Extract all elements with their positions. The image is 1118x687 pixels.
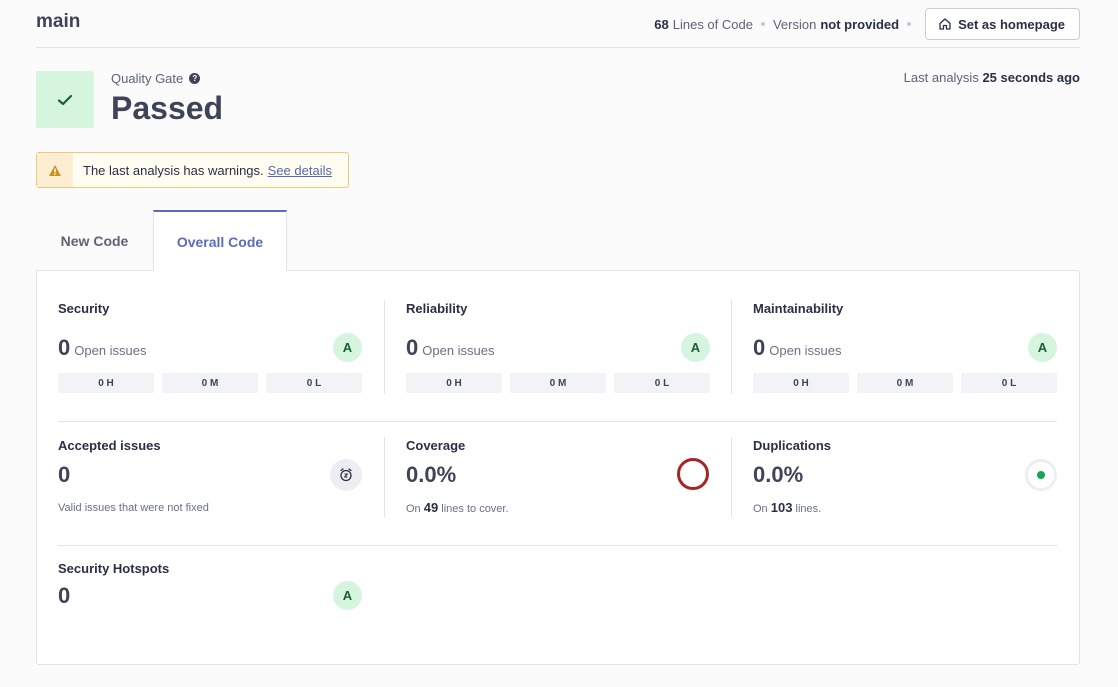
set-as-homepage-button[interactable]: Set as homepage [925, 8, 1080, 40]
reliability-card: Reliability 0 Open issues A 0 H 0 M 0 L [406, 301, 710, 401]
security-label: Open issues [74, 343, 147, 358]
home-icon [939, 18, 951, 30]
security-grade[interactable]: A [333, 333, 362, 362]
duplications-title: Duplications [753, 438, 832, 453]
reliability-low-button[interactable]: 0 L [614, 373, 710, 393]
warning-text: The last analysis has warnings. [83, 162, 264, 178]
separator-dot [907, 22, 912, 26]
branch-name: main [36, 11, 81, 32]
quality-gate-status: Passed [111, 90, 224, 126]
set-as-homepage-label: Set as homepage [958, 16, 1065, 32]
last-analysis: Last analysis 25 seconds ago [904, 70, 1080, 85]
security-severity-row: 0 H 0 M 0 L [58, 373, 362, 393]
maintainability-label: Open issues [769, 343, 842, 358]
security-open-issues[interactable]: 0 Open issues [58, 335, 147, 361]
coverage-value-link[interactable]: 0.0% [406, 462, 456, 488]
coverage-value: 0.0% [406, 462, 457, 487]
accepted-issues-icon-circle [330, 459, 362, 491]
coverage-card: Coverage 0.0% On 49 lines to cover. [406, 438, 710, 518]
duplications-indicator-icon [1025, 459, 1057, 491]
last-analysis-value: 25 seconds ago [982, 70, 1080, 85]
reliability-high-button[interactable]: 0 H [406, 373, 502, 393]
column-divider [384, 437, 385, 517]
warning-icon [49, 164, 61, 176]
accepted-issues-description: Valid issues that were not fixed [58, 502, 209, 514]
reliability-open-issues[interactable]: 0 Open issues [406, 335, 495, 361]
quality-gate-label-row: Quality Gate ? [111, 71, 201, 86]
duplications-suffix: lines. [795, 503, 822, 515]
security-hotspots-value: 0 [58, 583, 71, 608]
quality-gate-label: Quality Gate [111, 71, 184, 86]
last-analysis-label: Last analysis [903, 70, 979, 85]
security-medium-button[interactable]: 0 M [162, 373, 258, 393]
accepted-issues-card: Accepted issues 0 Valid issues that were… [58, 438, 362, 518]
security-card: Security 0 Open issues A 0 H 0 M 0 L [58, 301, 362, 401]
warning-icon-cell [37, 153, 73, 187]
reliability-medium-button[interactable]: 0 M [510, 373, 606, 393]
accepted-issues-count[interactable]: 0 [58, 462, 70, 488]
reliability-value: 0 [406, 335, 419, 360]
alarm-clock-icon [340, 468, 352, 482]
tab-overall-code[interactable]: Overall Code [153, 210, 287, 271]
maintainability-low-button[interactable]: 0 L [961, 373, 1057, 393]
security-hotspots-card: Security Hotspots 0 A [58, 561, 362, 621]
column-divider [384, 300, 385, 394]
lines-of-code-value: 68 [654, 16, 669, 32]
column-divider [731, 300, 732, 394]
coverage-lines-value: 49 [423, 500, 439, 515]
coverage-lines-text: On 49 lines to cover. [406, 500, 509, 515]
security-hotspots-title: Security Hotspots [58, 561, 170, 576]
duplications-card: Duplications 0.0% On 103 lines. [753, 438, 1057, 518]
branch-header: main 68 Lines of Code Version not provid… [36, 0, 1080, 48]
version-value: not provided [820, 16, 900, 32]
security-title: Security [58, 301, 110, 316]
tab-new-code[interactable]: New Code [60, 232, 129, 249]
check-icon [57, 94, 73, 105]
coverage-on-label: On [406, 503, 421, 515]
maintainability-medium-button[interactable]: 0 M [857, 373, 953, 393]
duplications-value: 0.0% [753, 462, 804, 487]
duplications-on-label: On [753, 503, 768, 515]
duplications-lines-value: 103 [770, 500, 793, 515]
analysis-warning-banner: The last analysis has warnings. See deta… [36, 152, 349, 188]
overall-code-panel: Security 0 Open issues A 0 H 0 M 0 L Rel… [36, 270, 1080, 665]
version-label: Version [772, 16, 817, 32]
maintainability-value: 0 [753, 335, 766, 360]
maintainability-grade[interactable]: A [1028, 333, 1057, 362]
help-icon[interactable]: ? [189, 73, 201, 84]
duplications-lines-text: On 103 lines. [753, 500, 821, 515]
maintainability-title: Maintainability [753, 301, 844, 316]
coverage-suffix: lines to cover. [441, 503, 509, 515]
row-divider [58, 421, 1057, 422]
project-meta: 68 Lines of Code Version not provided Se… [654, 8, 1080, 40]
coverage-ring-icon [677, 458, 709, 490]
accepted-issues-value: 0 [58, 462, 71, 487]
reliability-label: Open issues [422, 343, 495, 358]
reliability-severity-row: 0 H 0 M 0 L [406, 373, 710, 393]
reliability-grade[interactable]: A [681, 333, 710, 362]
separator-dot [760, 22, 765, 26]
quality-gate-status-badge [36, 71, 94, 128]
coverage-title: Coverage [406, 438, 466, 453]
maintainability-open-issues[interactable]: 0 Open issues [753, 335, 842, 361]
duplications-value-link[interactable]: 0.0% [753, 462, 803, 488]
row-divider [58, 545, 1057, 546]
security-high-button[interactable]: 0 H [58, 373, 154, 393]
maintainability-card: Maintainability 0 Open issues A 0 H 0 M … [753, 301, 1057, 401]
security-value: 0 [58, 335, 71, 360]
maintainability-severity-row: 0 H 0 M 0 L [753, 373, 1057, 393]
see-details-link[interactable]: See details [267, 162, 332, 178]
security-low-button[interactable]: 0 L [266, 373, 362, 393]
column-divider [731, 437, 732, 517]
lines-of-code-label: Lines of Code [672, 16, 753, 32]
maintainability-high-button[interactable]: 0 H [753, 373, 849, 393]
reliability-title: Reliability [406, 301, 468, 316]
accepted-issues-title: Accepted issues [58, 438, 161, 453]
security-hotspots-count[interactable]: 0 [58, 583, 70, 609]
security-hotspots-grade[interactable]: A [333, 581, 362, 610]
